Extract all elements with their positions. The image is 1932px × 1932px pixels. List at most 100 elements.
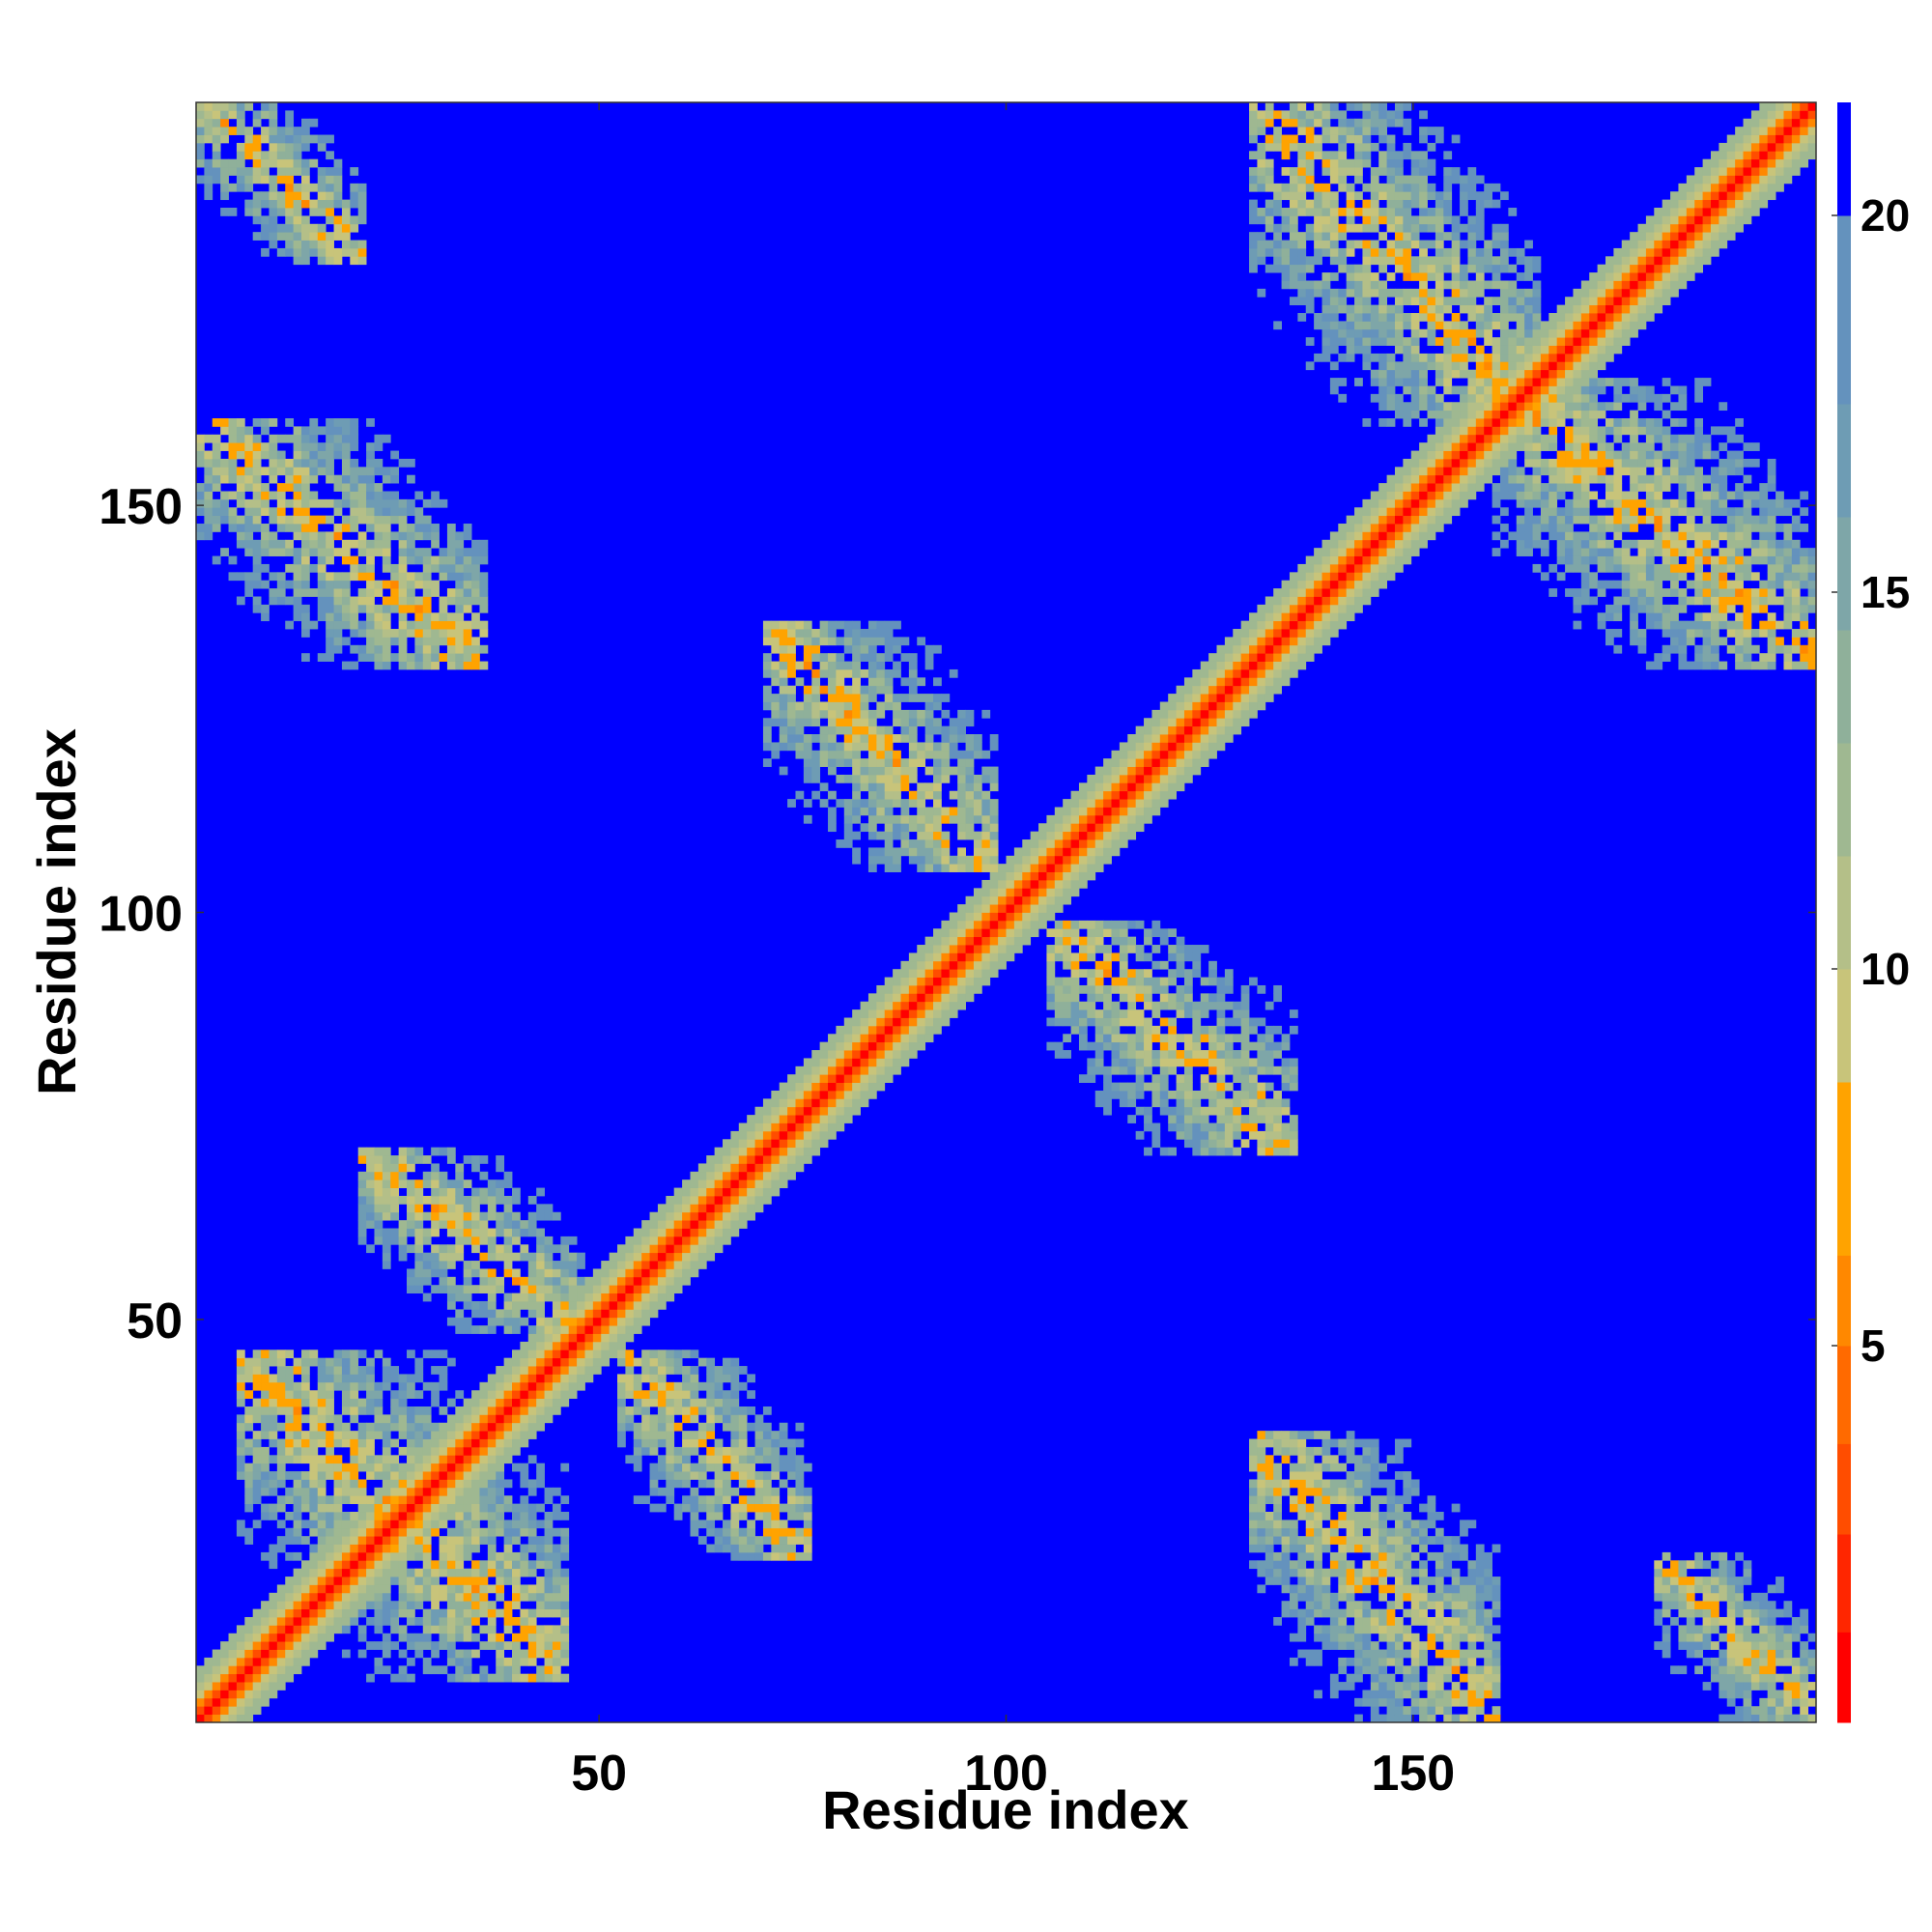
heatmap-cell: [520, 1649, 529, 1659]
heatmap-cell: [228, 491, 238, 500]
heatmap-cell: [957, 823, 966, 833]
heatmap-cell: [973, 984, 982, 994]
heatmap-cell: [884, 814, 894, 824]
heatmap-cell: [690, 1244, 699, 1254]
heatmap-cell: [965, 774, 975, 783]
heatmap-cell: [884, 1058, 894, 1067]
heatmap-cell: [1127, 1098, 1137, 1108]
heatmap-cell: [357, 1147, 367, 1156]
heatmap-cell: [269, 223, 278, 233]
heatmap-cell: [301, 507, 310, 517]
heatmap-cell: [479, 1673, 489, 1683]
heatmap-cell: [989, 871, 999, 881]
heatmap-cell: [536, 1300, 545, 1310]
heatmap-cell: [357, 498, 367, 508]
heatmap-cell: [560, 1625, 570, 1634]
heatmap-cell: [463, 1317, 472, 1326]
heatmap-cell: [697, 1357, 707, 1367]
heatmap-cell: [843, 629, 853, 638]
heatmap-cell: [455, 1204, 465, 1213]
heatmap-cell: [1216, 1074, 1226, 1083]
heatmap-cell: [852, 1090, 861, 1099]
heatmap-cell: [1176, 936, 1185, 946]
heatmap-cell: [690, 1381, 699, 1391]
heatmap-cell: [487, 1511, 497, 1520]
heatmap-cell: [455, 1285, 465, 1293]
heatmap-cell: [333, 612, 343, 622]
heatmap-cell: [697, 1398, 707, 1407]
heatmap-cell: [350, 223, 359, 233]
heatmap-cell: [601, 1300, 611, 1310]
heatmap-cell: [1087, 920, 1096, 929]
heatmap-cell: [326, 1601, 334, 1610]
heatmap-cell: [884, 644, 894, 654]
heatmap-cell: [617, 1293, 626, 1302]
heatmap-cell: [414, 1220, 424, 1229]
heatmap-cell: [981, 977, 991, 986]
heatmap-cell: [236, 110, 245, 120]
heatmap-cell: [326, 629, 334, 638]
heatmap-cell: [220, 208, 229, 216]
heatmap-cell: [350, 467, 359, 476]
heatmap-cell: [771, 1536, 781, 1545]
heatmap-cell: [244, 434, 254, 443]
heatmap-cell: [876, 993, 886, 1003]
heatmap-cell: [998, 936, 1007, 946]
heatmap-cell: [487, 1228, 497, 1237]
heatmap-cell: [577, 1261, 585, 1269]
heatmap-cell: [512, 1187, 521, 1197]
heatmap-cell: [527, 1592, 537, 1602]
heatmap-cell: [382, 1463, 391, 1472]
heatmap-cell: [350, 434, 359, 443]
heatmap-cell: [309, 158, 319, 168]
heatmap-cell: [301, 1446, 310, 1456]
heatmap-cell: [852, 637, 861, 646]
heatmap-cell: [819, 734, 829, 743]
heatmap-cell: [981, 904, 991, 913]
heatmap-cell: [908, 1001, 918, 1010]
heatmap-cell: [301, 215, 310, 225]
heatmap-cell: [843, 1082, 853, 1092]
heatmap-cell: [479, 1406, 489, 1415]
heatmap-cell: [374, 507, 384, 517]
heatmap-cell: [479, 555, 489, 565]
heatmap-cell: [487, 1495, 497, 1505]
heatmap-cell: [795, 1090, 805, 1099]
heatmap-cell: [1208, 977, 1217, 986]
heatmap-cell: [293, 1381, 302, 1391]
heatmap-cell: [941, 1009, 951, 1018]
heatmap-cell: [414, 1187, 424, 1197]
heatmap-cell: [1119, 831, 1128, 840]
heatmap-cell: [503, 1431, 513, 1439]
heatmap-cell: [1119, 1058, 1128, 1067]
heatmap-cell: [244, 1503, 254, 1513]
heatmap-cell: [592, 1317, 602, 1326]
heatmap-cell: [309, 1633, 319, 1642]
heatmap-cell: [512, 1463, 521, 1472]
heatmap-cell: [1168, 1050, 1177, 1059]
heatmap-cell: [860, 1098, 869, 1108]
heatmap-cell: [252, 1649, 262, 1659]
heatmap-cell: [220, 1657, 229, 1666]
heatmap-cell: [357, 1228, 367, 1237]
heatmap-cell: [479, 620, 489, 630]
heatmap-cell: [439, 1479, 448, 1489]
heatmap-cell: [1119, 1017, 1128, 1027]
heatmap-cell: [787, 742, 796, 752]
heatmap-cell: [828, 661, 837, 670]
heatmap-cell: [917, 782, 926, 792]
heatmap-cell: [1216, 1082, 1226, 1092]
heatmap-cell: [747, 1446, 755, 1456]
heatmap-cell: [819, 1106, 829, 1116]
heatmap-cell: [819, 1041, 829, 1051]
heatmap-cell: [520, 1252, 529, 1262]
heatmap-cell: [779, 1544, 788, 1553]
heatmap-cell: [1168, 1025, 1177, 1035]
heatmap-cell: [577, 1293, 585, 1302]
heatmap-cell: [503, 1503, 513, 1513]
heatmap-cell: [407, 620, 415, 630]
heatmap-cell: [1192, 677, 1202, 687]
heatmap-cell: [382, 1568, 391, 1577]
heatmap-cell: [981, 766, 991, 776]
heatmap-cell: [431, 1479, 440, 1489]
